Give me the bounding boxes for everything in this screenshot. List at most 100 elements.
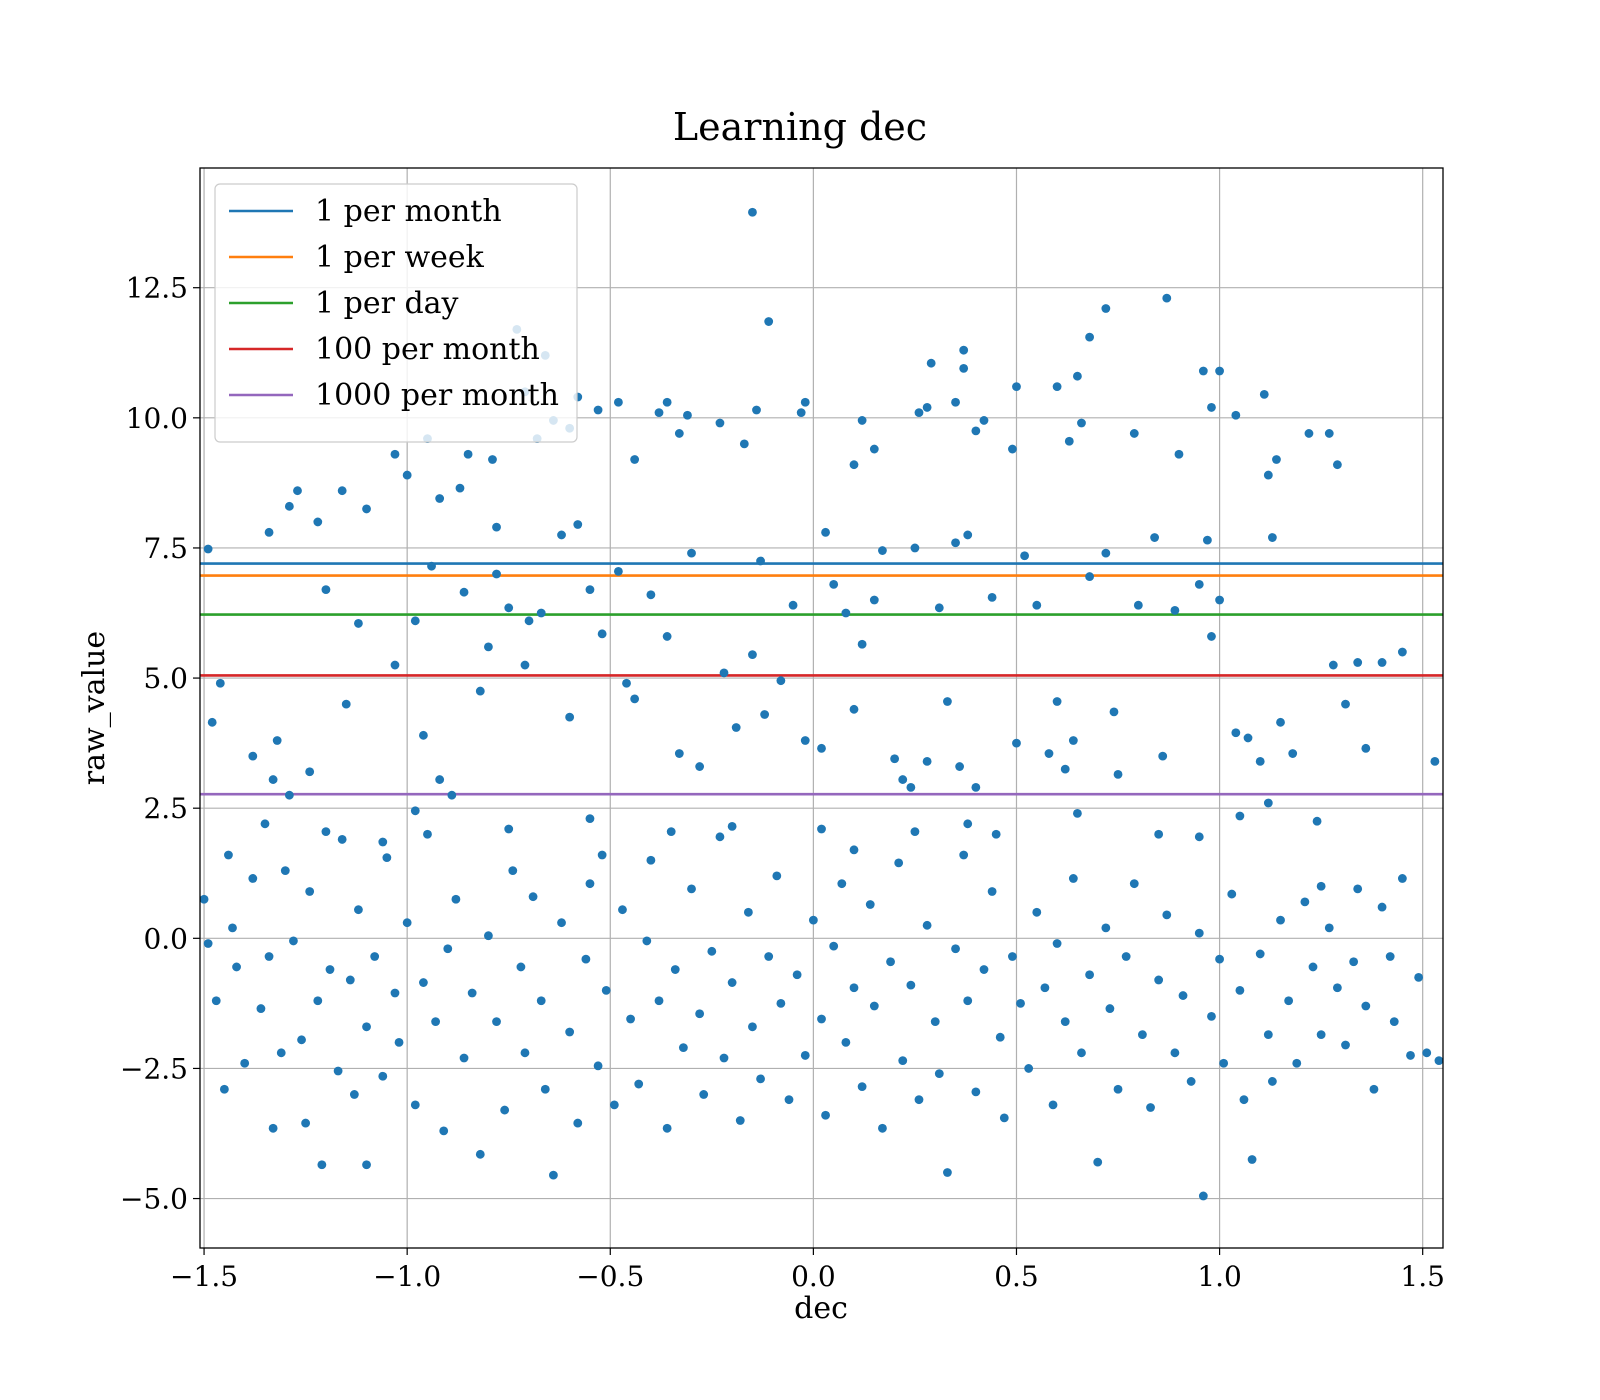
scatter-point (337, 835, 347, 844)
scatter-point (341, 699, 351, 709)
scatter-point (313, 517, 323, 527)
scatter-point (906, 782, 916, 792)
x-tick-label: 0.0 (791, 1260, 836, 1293)
scatter-point (1385, 952, 1395, 961)
x-tick-label: −1.0 (373, 1260, 441, 1293)
scatter-point (1008, 444, 1017, 454)
scatter-point (1267, 533, 1277, 542)
scatter-point (439, 1126, 449, 1136)
scatter-point (1113, 1084, 1123, 1094)
scatter-point (1093, 1157, 1103, 1167)
scatter-point (695, 1009, 705, 1019)
scatter-point (325, 965, 335, 974)
scatter-point (1020, 551, 1030, 561)
scatter-point (593, 1061, 603, 1071)
scatter-point (219, 1084, 229, 1094)
scatter-point (1377, 658, 1387, 667)
scatter-point (719, 1053, 729, 1063)
scatter-point (1215, 595, 1224, 605)
scatter-point (1129, 429, 1139, 438)
scatter-point (1332, 460, 1342, 470)
scatter-point (829, 579, 839, 589)
scatter-point (1292, 1058, 1302, 1068)
scatter-point (792, 970, 802, 980)
scatter-point (536, 996, 546, 1006)
scatter-point (1129, 879, 1139, 889)
scatter-point (224, 850, 233, 860)
scatter-point (475, 1149, 485, 1159)
scatter-point (581, 954, 591, 964)
scatter-point (613, 397, 623, 407)
scatter-point (362, 1022, 371, 1032)
scatter-point (727, 822, 737, 831)
scatter-point (1353, 884, 1363, 894)
scatter-point (1032, 907, 1042, 917)
scatter-point (662, 1123, 672, 1133)
scatter-point (699, 1090, 709, 1099)
scatter-point (910, 543, 920, 553)
scatter-point (922, 756, 932, 766)
scatter-point (1288, 749, 1298, 758)
scatter-point (654, 408, 664, 418)
scatter-point (1231, 728, 1241, 738)
scatter-point (1012, 738, 1021, 748)
scatter-point (354, 619, 363, 628)
scatter-point (573, 1118, 583, 1128)
scatter-point (1121, 952, 1131, 961)
scatter-point (1263, 470, 1273, 480)
scatter-point (451, 894, 461, 904)
scatter-point (626, 1014, 635, 1024)
scatter-point (232, 962, 241, 972)
scatter-point (293, 486, 302, 496)
scatter-point (1154, 975, 1164, 985)
scatter-point (687, 548, 696, 558)
scatter-point (1207, 632, 1216, 641)
scatter-point (1073, 808, 1082, 818)
scatter-point (971, 1087, 981, 1097)
scatter-point (788, 600, 798, 610)
scatter-point (735, 1116, 745, 1125)
scatter-point (821, 1110, 830, 1120)
scatter-point (1235, 811, 1245, 821)
scatter-point (1207, 403, 1216, 412)
legend-label: 1000 per month (315, 378, 559, 413)
scatter-point (776, 676, 786, 686)
scatter-point (800, 1051, 810, 1060)
scatter-point (1064, 436, 1074, 446)
scatter-point (613, 566, 623, 576)
scatter-point (1308, 962, 1318, 972)
scatter-point (1243, 733, 1253, 743)
scatter-point (508, 866, 518, 876)
scatter-point (1272, 455, 1281, 464)
scatter-point (959, 850, 969, 860)
scatter-point (1332, 983, 1342, 993)
scatter-point (557, 918, 566, 928)
y-tick-label: 7.5 (143, 532, 188, 565)
scatter-point (1044, 749, 1054, 758)
scatter-point (800, 736, 810, 745)
scatter-point (849, 845, 859, 855)
scatter-point (1263, 1030, 1273, 1040)
scatter-point (630, 455, 640, 464)
scatter-point (492, 569, 501, 579)
scatter-point (354, 905, 363, 915)
scatter-point (1008, 952, 1017, 961)
scatter-point (869, 595, 879, 605)
scatter-point (484, 642, 493, 652)
scatter-point (654, 996, 664, 1006)
scatter-point (313, 996, 323, 1006)
scatter-point (1353, 658, 1363, 667)
scatter-point (752, 405, 761, 415)
scatter-point (1105, 1004, 1115, 1013)
scatter-point (707, 946, 717, 956)
scatter-point (362, 1160, 371, 1170)
scatter-point (1085, 572, 1094, 581)
scatter-point (378, 1071, 388, 1081)
scatter-point (1162, 910, 1172, 920)
scatter-point (748, 207, 757, 217)
scatter-point (1397, 647, 1407, 657)
scatter-point (674, 749, 684, 758)
scatter-point (1434, 1056, 1444, 1066)
scatter-point (390, 449, 400, 459)
scatter-point (817, 824, 826, 834)
